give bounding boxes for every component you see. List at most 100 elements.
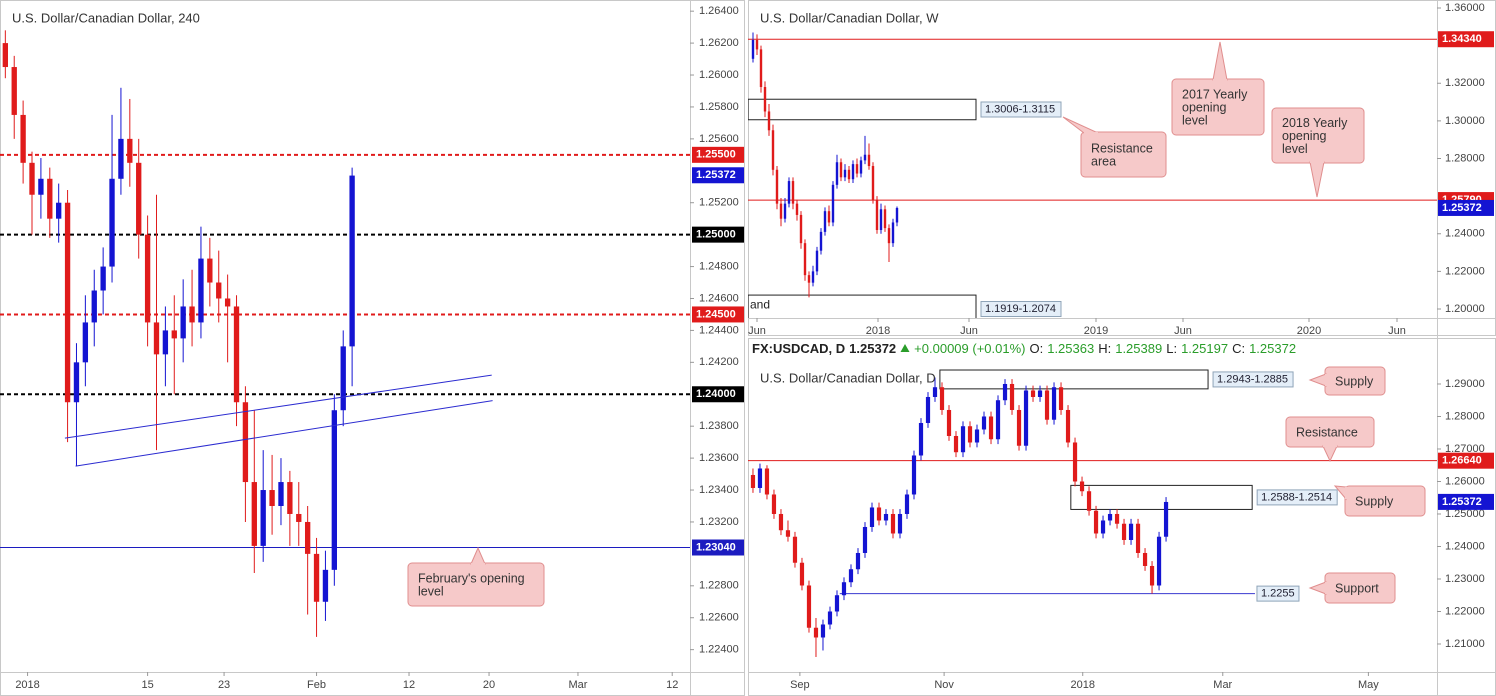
candle-body	[862, 526, 868, 553]
candle-body	[242, 402, 249, 483]
candle-body	[891, 222, 895, 244]
candle-body	[260, 490, 266, 546]
candle-body	[799, 562, 805, 586]
price-tag	[692, 226, 744, 243]
callout-text: opening	[1282, 129, 1327, 143]
y-tick-label: 1.25200	[699, 197, 739, 209]
zone-label: 1.2943-1.2885	[1217, 373, 1288, 385]
callout-text: level	[1182, 114, 1208, 128]
candle-body	[20, 114, 26, 163]
x-tick-label: 2018	[866, 325, 890, 337]
zone	[748, 98, 977, 121]
zone-inner-label: and	[750, 297, 770, 311]
x-tick-label: Nov	[934, 679, 954, 691]
x-tick-label: Mar	[568, 679, 587, 691]
y-tick-label: 1.23200	[699, 516, 739, 528]
x-tick-label: 2018	[1070, 679, 1094, 691]
candle-body	[750, 474, 756, 488]
x-tick-label: Jun	[748, 325, 766, 337]
candle-body	[827, 611, 833, 625]
candle-body	[759, 49, 763, 88]
zone-label-box	[1212, 371, 1294, 388]
candle-body	[171, 330, 177, 339]
candle-body	[883, 209, 887, 229]
candle-body	[904, 494, 910, 514]
callout-text: Resistance	[1091, 142, 1153, 156]
candle-body	[806, 585, 812, 628]
zone-label: 1.3006-1.3115	[985, 103, 1055, 115]
callout-text: Support	[1335, 582, 1379, 596]
price-tag-label: 1.25372	[1442, 202, 1482, 214]
zone	[939, 369, 1209, 390]
candle-body	[807, 275, 811, 283]
plot-area	[748, 369, 1437, 657]
callout-text: February's opening	[418, 572, 525, 586]
callout-text: Supply	[1335, 375, 1374, 389]
candle-body	[1149, 565, 1155, 586]
price-tag	[1438, 452, 1494, 469]
candle-body	[322, 569, 329, 602]
candle-body	[911, 455, 917, 495]
candle-body	[883, 513, 889, 521]
candle-body	[64, 202, 71, 403]
y-tick-label: 1.32000	[1445, 77, 1485, 89]
candle-body	[779, 203, 783, 219]
y-tick-label: 1.26000	[699, 69, 739, 81]
zone	[1070, 484, 1253, 510]
change: +0.00009 (+0.01%)	[914, 340, 1026, 356]
candle-body	[867, 154, 871, 167]
candle-body	[1044, 390, 1050, 420]
ohlc-value: 1.25363	[1047, 340, 1095, 356]
candle-body	[1135, 523, 1141, 553]
candle-body	[835, 162, 839, 185]
candle-body	[1030, 390, 1036, 397]
candle-body	[811, 271, 815, 283]
candle-body	[1114, 513, 1120, 524]
y-tick-label: 1.23600	[699, 452, 739, 464]
zone	[748, 294, 977, 318]
candle-body	[803, 243, 807, 276]
symbol-header: FX:USDCAD, D 1.25372 +0.00009 (+0.01%) O…	[752, 339, 1296, 357]
x-tick-label: Jun	[1388, 325, 1406, 337]
candle-body	[778, 513, 784, 531]
candle-body	[1002, 383, 1008, 401]
symbol: FX:USDCAD, D	[752, 340, 846, 356]
zone-label-box	[980, 301, 1062, 317]
ohlc-label: H:	[1098, 340, 1112, 356]
trendline	[64, 374, 492, 439]
candle-body	[960, 426, 966, 453]
candle-body	[799, 214, 803, 244]
callout-pointer	[1212, 41, 1228, 81]
candle-body	[38, 178, 44, 195]
candle-body	[974, 429, 980, 443]
callout-text: 2017 Yearly	[1182, 88, 1248, 102]
chart-title: U.S. Dollar/Canadian Dollar, D	[760, 370, 936, 385]
ohlc-label: O:	[1029, 340, 1044, 356]
zone-label-box	[980, 101, 1062, 118]
candle-body	[1023, 390, 1029, 446]
y-tick-label: 1.22000	[1445, 265, 1485, 277]
candle-body	[755, 39, 759, 50]
candle-body	[876, 507, 882, 521]
x-tick-label: 15	[141, 679, 153, 691]
price-tag-label: 1.24500	[696, 308, 736, 320]
candle-body	[841, 582, 847, 596]
candle-body	[1009, 383, 1015, 410]
candle-body	[875, 199, 879, 230]
y-tick-label: 1.24000	[1445, 540, 1485, 552]
y-tick-label: 1.27000	[1445, 443, 1485, 455]
candle-body	[1107, 513, 1113, 521]
x-tick-label: 2020	[1297, 325, 1321, 337]
candle-body	[1072, 442, 1078, 482]
callout-text: 2018 Yearly	[1282, 116, 1348, 130]
y-tick-label: 1.26000	[1445, 475, 1485, 487]
candle-body	[939, 387, 945, 410]
x-tick-label: 2019	[1084, 325, 1108, 337]
price-tag-label: 1.25372	[696, 169, 736, 181]
candle-body	[819, 231, 823, 251]
candle-body	[795, 203, 799, 215]
candle-body	[895, 207, 899, 223]
y-tick-label: 1.24800	[699, 260, 739, 272]
candle-body	[180, 306, 186, 339]
x-tick-label: Sep	[790, 679, 810, 691]
